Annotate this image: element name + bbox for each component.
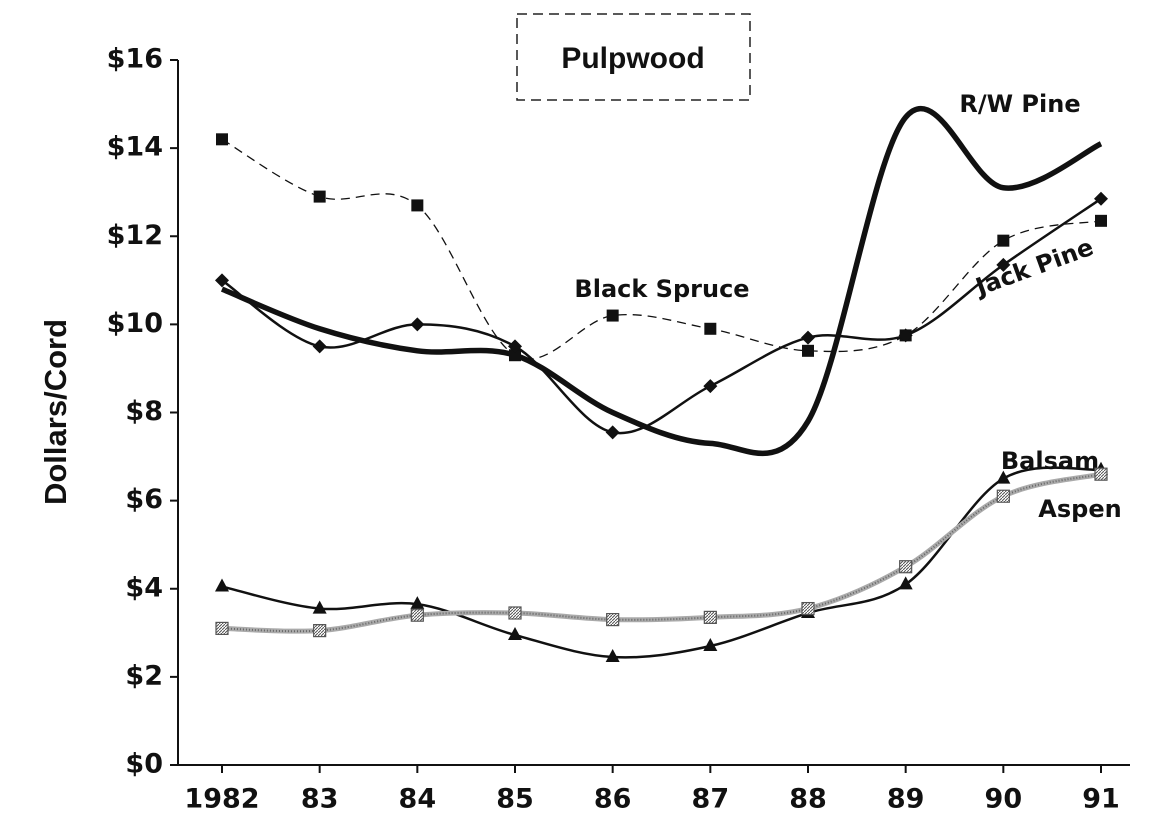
marker <box>802 344 814 357</box>
marker <box>508 606 522 620</box>
marker <box>1095 214 1107 227</box>
title-box <box>516 13 751 101</box>
marker <box>996 489 1010 503</box>
x-tick-label: 87 <box>692 784 730 815</box>
marker <box>703 379 718 394</box>
marker <box>801 601 815 616</box>
marker <box>215 621 229 636</box>
marker <box>312 339 327 354</box>
series-line-texture <box>221 473 1102 633</box>
series-line <box>221 138 1102 360</box>
series-label: Balsam <box>1001 447 1099 475</box>
x-tick-label: 84 <box>399 784 437 815</box>
marker <box>898 328 913 343</box>
marker <box>606 612 620 627</box>
series-line <box>221 197 1102 435</box>
series-label: R/W Pine <box>959 90 1080 118</box>
x-tick-label: 91 <box>1082 784 1120 815</box>
marker <box>313 190 326 203</box>
marker <box>899 560 913 574</box>
marker <box>215 273 229 288</box>
y-tick-label: $10 <box>107 308 163 339</box>
marker <box>996 470 1011 484</box>
x-tick-label: 86 <box>594 784 632 815</box>
y-tick-label: $16 <box>107 44 163 75</box>
marker <box>703 610 717 624</box>
marker <box>605 649 620 663</box>
marker <box>313 624 327 638</box>
series-line <box>221 466 1102 659</box>
x-tick-label: 89 <box>887 784 925 815</box>
y-tick-label: $4 <box>125 572 163 603</box>
marker <box>606 309 619 322</box>
marker <box>216 133 228 146</box>
series-line <box>220 105 1103 457</box>
marker <box>410 596 425 610</box>
marker <box>508 339 522 354</box>
marker <box>410 317 425 332</box>
marker <box>605 425 620 440</box>
marker <box>801 330 815 345</box>
marker <box>509 349 521 362</box>
marker <box>1094 467 1108 481</box>
x-tick-label: 85 <box>496 784 534 815</box>
y-tick-label: $8 <box>125 396 163 427</box>
y-tick-label: $6 <box>125 484 163 515</box>
y-tick-label: $14 <box>107 132 163 163</box>
x-tick-label: 90 <box>985 784 1023 815</box>
marker <box>215 578 229 592</box>
x-tick-label: 88 <box>789 784 827 815</box>
marker <box>410 608 424 622</box>
marker <box>898 576 913 590</box>
y-tick-label: $0 <box>125 749 163 780</box>
y-tick-label: $12 <box>107 220 163 251</box>
marker <box>703 638 718 652</box>
marker <box>996 257 1011 272</box>
x-tick-label: 1982 <box>184 784 259 815</box>
y-axis-label: Dollars/Cord <box>38 319 73 505</box>
chart-title: Pulpwood <box>561 42 704 75</box>
marker <box>1094 191 1108 206</box>
series-label: Black Spruce <box>574 275 749 303</box>
y-tick-label: $2 <box>125 660 163 691</box>
marker <box>997 234 1010 247</box>
marker <box>312 600 327 614</box>
marker <box>411 199 424 212</box>
x-tick-label: 83 <box>301 784 339 815</box>
marker <box>704 322 717 335</box>
marker <box>508 627 522 641</box>
series-label: Aspen <box>1038 495 1121 523</box>
